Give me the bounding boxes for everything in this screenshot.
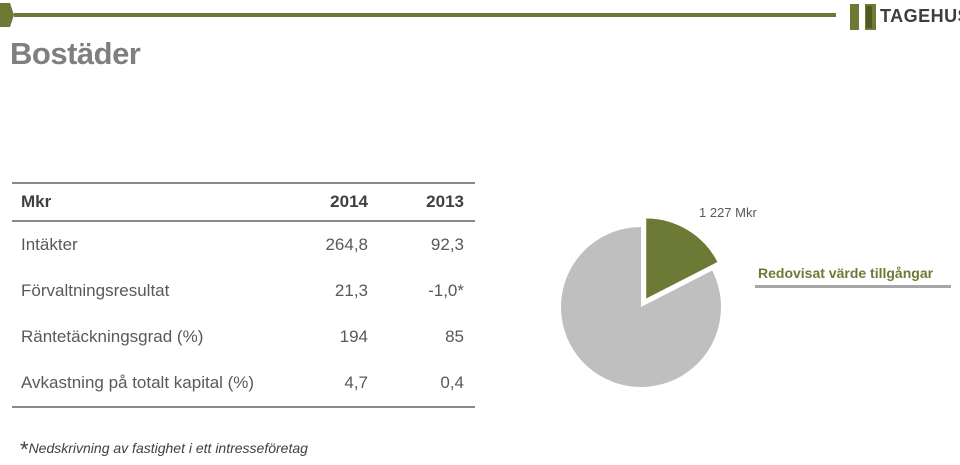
value-2013: 85 <box>445 327 464 346</box>
row-label: Förvaltningsresultat <box>21 281 170 300</box>
table-row: Räntetäckningsgrad (%) 194 85 <box>12 314 475 360</box>
corner-tab-icon <box>0 3 14 27</box>
footnote-star: * <box>20 437 29 462</box>
pie-slice-remainder <box>561 227 721 387</box>
slice-value-label: 1 227 Mkr <box>699 205 757 220</box>
footnote: *Nedskrivning av fastighet i ett intress… <box>20 437 308 463</box>
column-header-2013: 2013 <box>368 182 475 222</box>
table-header-row: Mkr 2014 2013 <box>12 182 475 222</box>
kpi-table: Mkr 2014 2013 Intäkter 264,8 92,3 Förval… <box>12 182 475 408</box>
row-label: Intäkter <box>21 235 78 254</box>
row-label: Avkastning på totalt kapital (%) <box>12 360 278 408</box>
table-row: Avkastning på totalt kapital (%) 4,7 0,4 <box>12 360 475 408</box>
value-2013: -1,0* <box>428 281 464 300</box>
value-2014: 194 <box>339 327 368 346</box>
row-label: Räntetäckningsgrad (%) <box>21 327 204 346</box>
column-header-unit: Mkr <box>12 182 278 222</box>
value-2013: 0,4 <box>368 360 475 408</box>
table-row: Intäkter 264,8 92,3 <box>12 221 475 268</box>
value-2014: 21,3 <box>334 281 368 300</box>
logo-text: TAGEHUS <box>880 6 960 26</box>
page-title: Bostäder <box>10 36 141 71</box>
value-2014: 4,7 <box>278 360 368 408</box>
company-logo: TAGEHUS <box>850 2 960 32</box>
value-2013: 92,3 <box>430 235 464 254</box>
value-2014: 264,8 <box>325 235 368 254</box>
logo-mark-icon <box>850 2 876 32</box>
pie-chart <box>561 218 721 387</box>
header-rule <box>14 13 836 17</box>
legend-label: Redovisat värde tillgångar <box>758 265 934 281</box>
legend-underline <box>755 285 951 288</box>
footnote-text: Nedskrivning av fastighet i ett intresse… <box>28 440 308 456</box>
column-header-2014: 2014 <box>278 182 368 222</box>
pie-slice-assets <box>646 218 718 299</box>
table-row: Förvaltningsresultat 21,3 -1,0* <box>12 268 475 314</box>
